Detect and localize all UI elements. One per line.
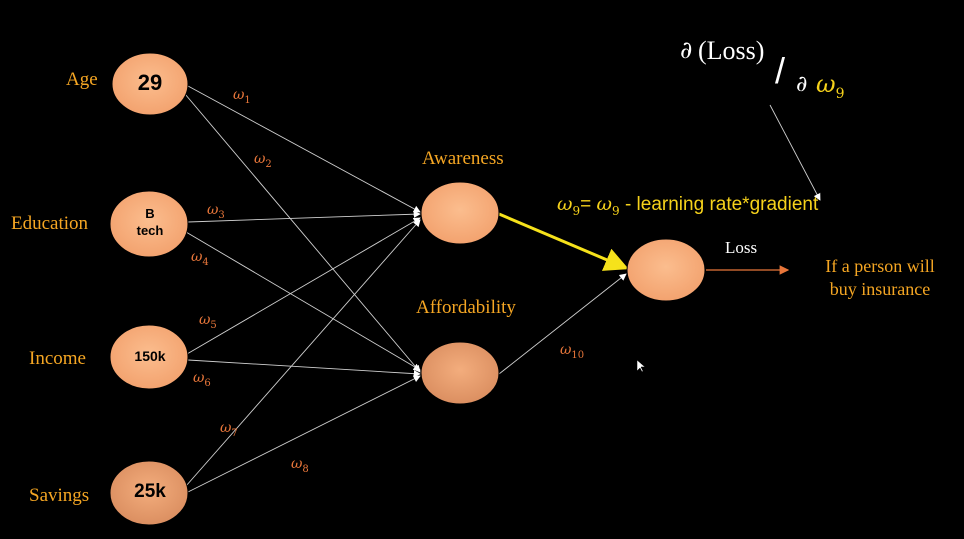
weight-w6: ω6	[193, 370, 211, 389]
input-edges	[184, 85, 421, 493]
education-label: Education	[11, 213, 89, 234]
node-awareness	[420, 181, 500, 245]
edge-income-affordability	[187, 359, 421, 378]
edge-education-awareness	[187, 210, 421, 223]
weight-w4: ω4	[191, 249, 209, 268]
edge-awareness-loss	[498, 212, 629, 271]
edge-income-awareness	[186, 217, 421, 355]
edge-education-affordability	[185, 231, 421, 371]
edge-savings-affordability	[187, 375, 421, 493]
update-rule-rhs-omega: ω9	[596, 193, 620, 218]
nodes	[109, 52, 706, 526]
edge-age-affordability	[184, 93, 421, 373]
awareness-label: Awareness	[422, 148, 504, 169]
income-value: 150k	[134, 348, 166, 364]
savings-value: 25k	[134, 481, 166, 502]
node-income	[109, 324, 189, 390]
target-label: If a person will buy insurance	[800, 255, 960, 301]
weight-w5: ω5	[199, 312, 217, 331]
weight-w1: ω1	[233, 87, 251, 106]
node-age	[111, 52, 189, 116]
node-savings	[109, 460, 189, 526]
gradient-slash: /	[775, 50, 786, 91]
loss-label: Loss	[725, 238, 758, 257]
education-value-line1: B	[145, 206, 155, 221]
gradient-partial: ∂	[680, 36, 693, 64]
savings-label: Savings	[29, 485, 90, 506]
gradient-pointer-arrow	[769, 104, 821, 201]
target-label-line1: If a person will	[825, 256, 935, 276]
age-value: 29	[137, 70, 163, 95]
update-rule-rhs-tail: - learning rate*gradient	[619, 194, 819, 215]
edge-affordability-loss	[498, 273, 627, 375]
target-label-line2: buy insurance	[829, 279, 931, 299]
weight-w8: ω8	[291, 456, 309, 475]
education-value-line2: tech	[136, 223, 164, 238]
weight-w3: ω3	[207, 202, 225, 221]
gradient-numerator: (Loss)	[698, 36, 765, 65]
update-rule-equals: =	[580, 194, 592, 215]
age-label: Age	[66, 69, 98, 90]
node-education	[109, 190, 189, 258]
node-affordability	[420, 341, 500, 405]
mouse-cursor-icon	[636, 359, 646, 373]
edge-age-awareness	[187, 85, 421, 213]
income-label: Income	[29, 348, 86, 369]
weight-w10: ω10	[560, 342, 585, 361]
edge-savings-awareness	[185, 219, 421, 487]
node-loss	[626, 238, 706, 302]
update-rule: ω9= ω9 - learning rate*gradient	[557, 193, 818, 218]
gradient-denominator-partial: ∂	[796, 72, 808, 97]
gradient-denominator-omega: ω9	[816, 70, 845, 102]
weight-w7: ω7	[220, 420, 238, 439]
education-value: B tech	[112, 205, 188, 239]
update-rule-lhs: ω9	[557, 193, 581, 218]
weight-w2: ω2	[254, 151, 272, 170]
gradient-expression: ∂ (Loss) / ∂ ω9	[680, 32, 900, 112]
affordability-label: Affordability	[416, 297, 516, 318]
